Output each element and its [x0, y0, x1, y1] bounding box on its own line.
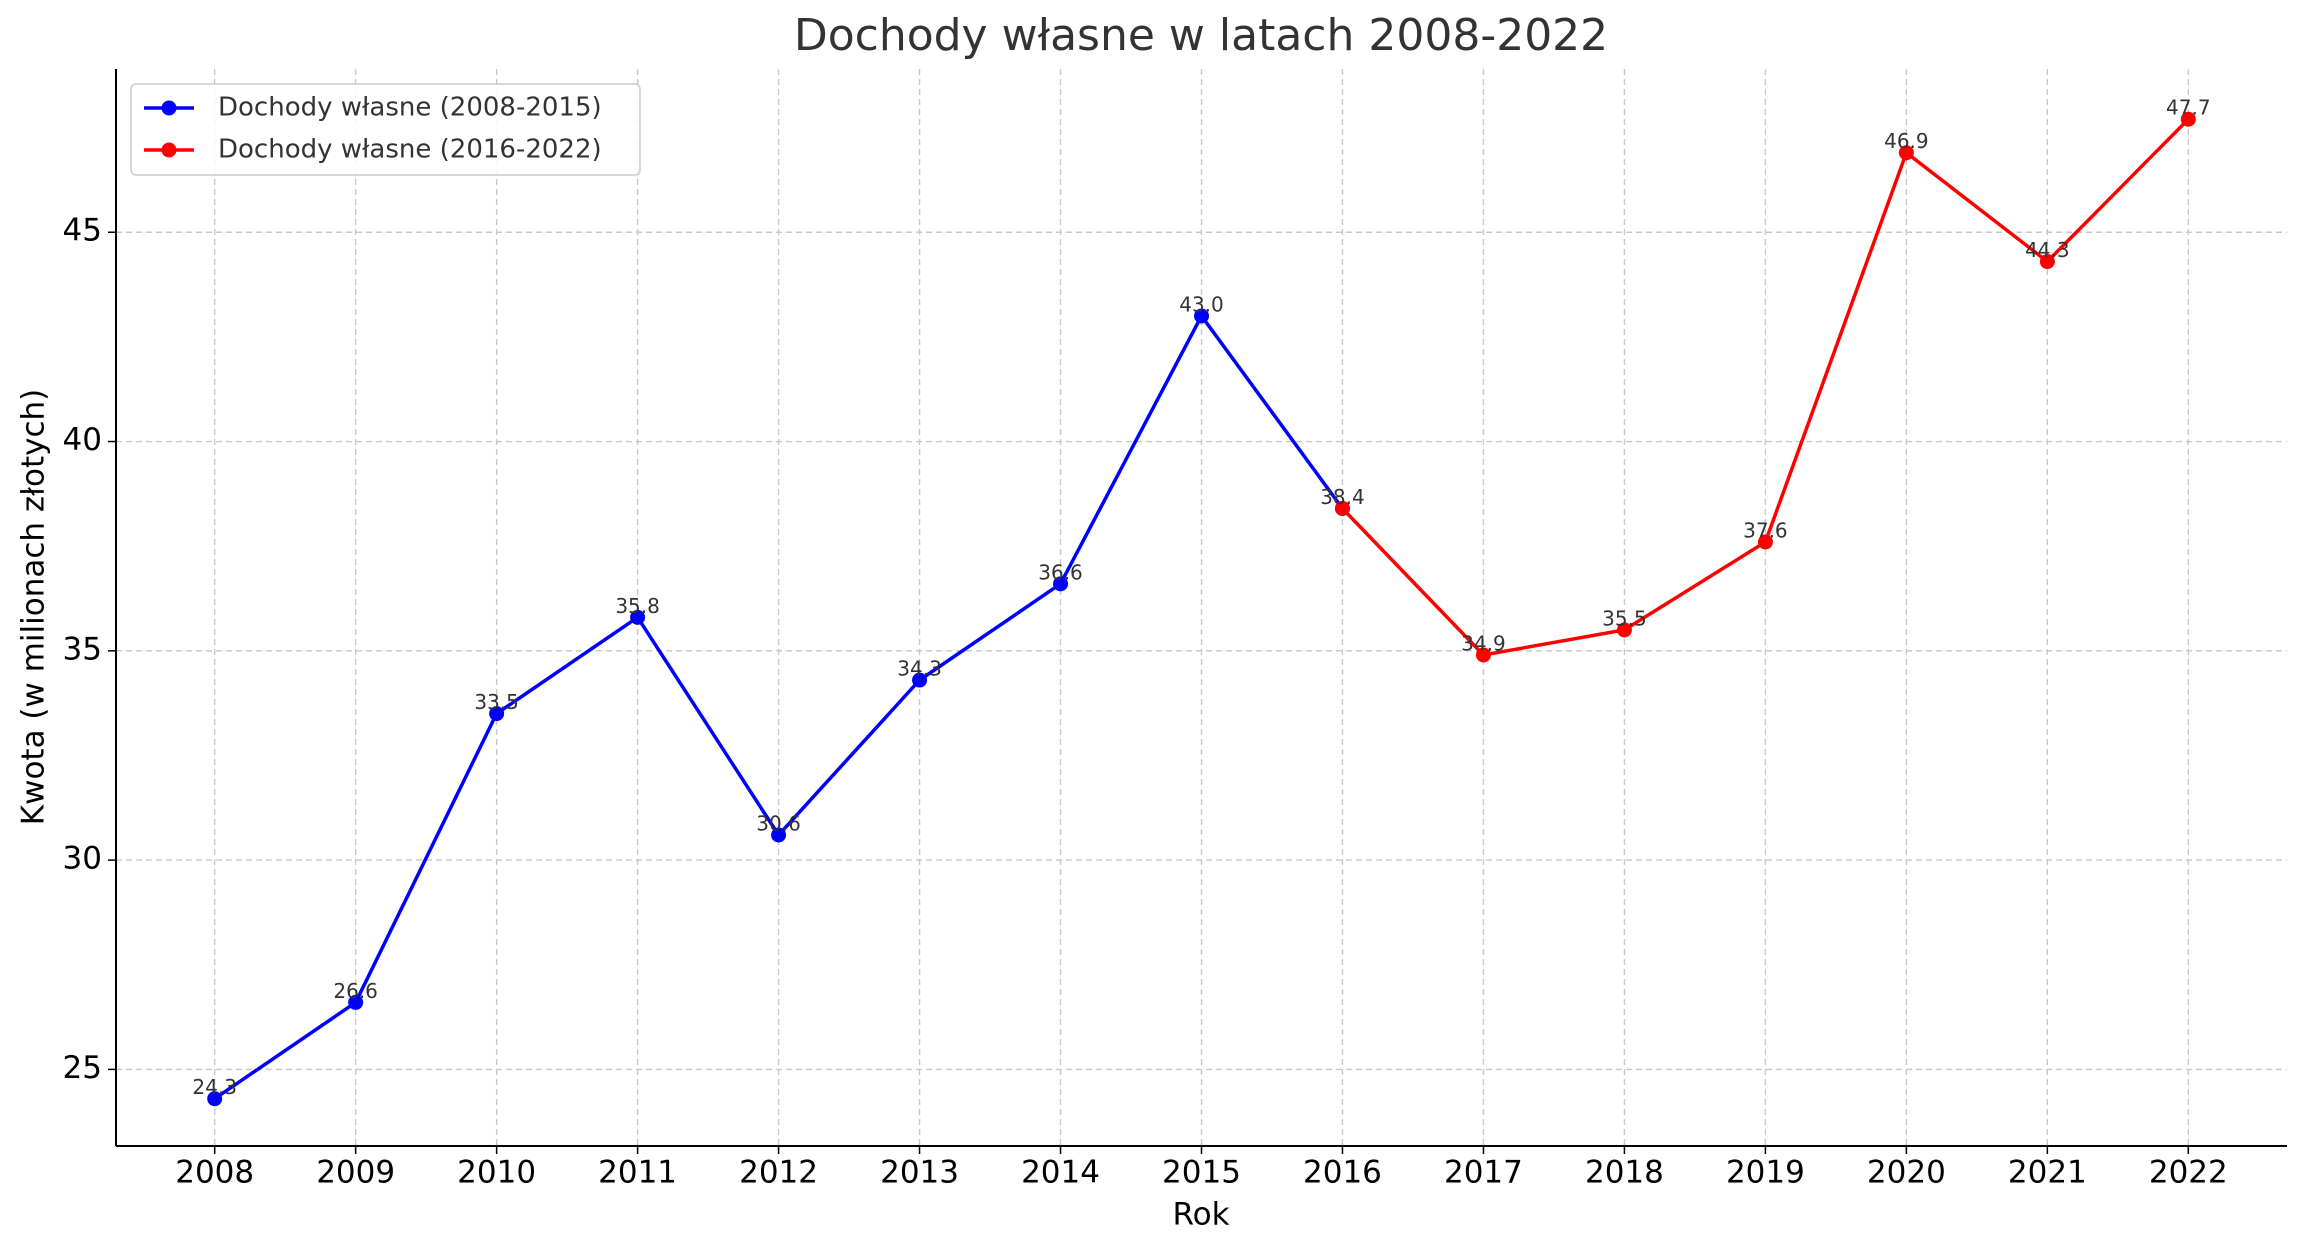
x-tick-label: 2020 — [1867, 1155, 1946, 1191]
data-label: 33.5 — [474, 690, 519, 714]
x-axis-label: Rok — [1172, 1197, 1229, 1233]
x-tick-label: 2008 — [175, 1155, 254, 1191]
data-point — [1757, 534, 1773, 550]
data-point — [1194, 308, 1209, 324]
data-point — [1616, 622, 1632, 638]
legend-label: Dochody własne (2008-2015) — [218, 93, 602, 123]
x-tick-label: 2013 — [880, 1155, 959, 1191]
x-tick-label: 2019 — [1726, 1155, 1805, 1191]
data-label: 38.4 — [1320, 485, 1365, 509]
x-tick-label: 2021 — [2008, 1155, 2087, 1191]
legend-marker — [161, 100, 177, 116]
data-point — [207, 1091, 223, 1107]
data-label: 35.8 — [615, 594, 660, 618]
legend-box — [130, 83, 641, 176]
data-point — [1475, 647, 1491, 663]
data-point — [2180, 111, 2196, 127]
y-axis-label: Kwota (w milionach złotych) — [16, 389, 52, 825]
x-tick-label: 2014 — [1021, 1155, 1100, 1191]
data-label: 35.5 — [1602, 606, 1647, 630]
data-label: 26.6 — [333, 979, 378, 1003]
data-label: 24.3 — [192, 1075, 237, 1099]
data-label: 30.6 — [756, 811, 801, 835]
legend: Dochody własne (2008-2015) Dochody własne… — [130, 83, 641, 176]
data-point — [489, 706, 505, 722]
x-tick-label: 2016 — [1303, 1155, 1382, 1191]
data-point — [1334, 501, 1350, 517]
y-tick-label: 45 — [63, 213, 102, 249]
y-tick-label: 40 — [63, 422, 102, 458]
y-tick-label: 35 — [63, 631, 102, 667]
y-tick-label: 25 — [63, 1050, 102, 1086]
data-point — [912, 672, 928, 688]
data-label: 44.3 — [2025, 238, 2070, 262]
data-label: 34.9 — [1461, 632, 1506, 656]
data-label: 36.6 — [1038, 560, 1083, 584]
x-tick-label: 2022 — [2149, 1155, 2228, 1191]
data-label: 37.6 — [1743, 518, 1788, 542]
x-tick-label: 2018 — [1585, 1155, 1664, 1191]
x-tick-label: 2011 — [598, 1155, 677, 1191]
x-tick-label: 2015 — [1162, 1155, 1241, 1191]
data-point — [2039, 254, 2055, 270]
data-label: 47.7 — [2166, 96, 2211, 120]
y-tick-label: 30 — [63, 841, 102, 877]
x-tick-label: 2009 — [316, 1155, 395, 1191]
data-point — [1053, 576, 1069, 592]
data-label: 46.9 — [1884, 129, 1929, 153]
legend-label: Dochody własne (2016-2022) — [218, 135, 602, 165]
data-point — [348, 994, 364, 1010]
data-label: 34.3 — [897, 657, 942, 681]
data-point — [771, 827, 787, 843]
data-point — [630, 609, 646, 625]
legend-marker — [161, 142, 177, 158]
x-tick-label: 2017 — [1444, 1155, 1523, 1191]
data-label: 43.0 — [1179, 292, 1224, 316]
data-point — [1898, 145, 1914, 161]
chart-title: Dochody własne w latach 2008-2022 — [794, 10, 1608, 61]
x-tick-label: 2012 — [739, 1155, 818, 1191]
x-tick-label: 2010 — [457, 1155, 536, 1191]
